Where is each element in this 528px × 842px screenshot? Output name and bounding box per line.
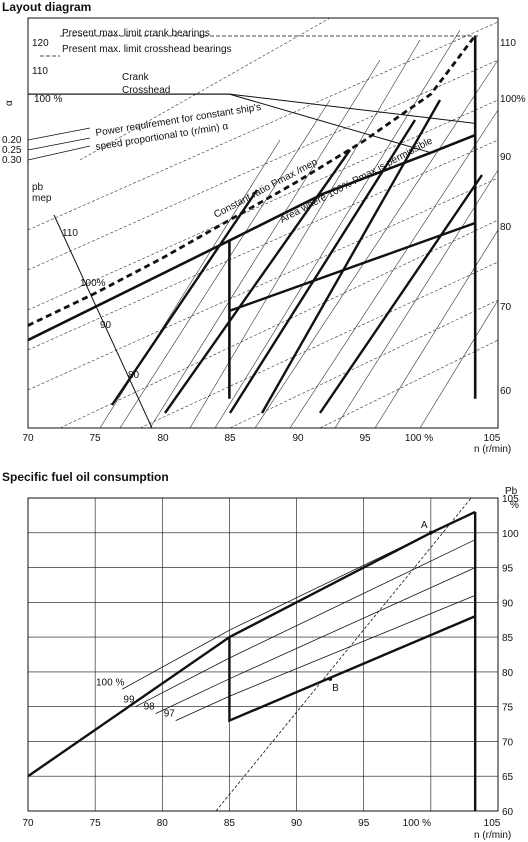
crank-label: Crank (122, 72, 150, 83)
sfoc-point-label: A (421, 520, 428, 531)
layout-x-tick: 80 (157, 433, 169, 444)
sfoc-plot-frame (27, 497, 499, 812)
sfoc-x-unit: n (r/min) (474, 830, 511, 841)
sfoc-x-tick: 105 (484, 818, 501, 829)
mep-label: mep (32, 193, 52, 204)
layout-mep-tick: 80 (128, 370, 140, 381)
sfoc-point (428, 530, 433, 535)
layout-x-tick: 105 (484, 433, 501, 444)
layout-right-tick: 80 (500, 222, 512, 233)
sfoc-series-line (135, 539, 476, 708)
layout-left-tick: 110 (32, 66, 48, 77)
layout-diagram: Present max. limit crank bearings Presen… (2, 17, 526, 455)
layout-x-tick: 95 (359, 433, 371, 444)
sfoc-series-line (121, 532, 432, 690)
layout-x-tick: 85 (224, 433, 236, 444)
alpha-tick-3 (27, 145, 91, 161)
sfoc-series-line (175, 595, 476, 721)
sfoc-y-tick: 80 (502, 668, 514, 679)
mep-scale-line (53, 214, 153, 429)
sfoc-x-tick: 95 (358, 818, 370, 829)
layout-right-ticks: 110 100% 90 80 70 60 (500, 38, 526, 397)
crosshead-bearing-limit-line (28, 93, 432, 154)
sfoc-point-label: B (332, 683, 339, 694)
layout-alpha-tick: 0.25 (2, 145, 22, 156)
alpha-tick-2 (27, 137, 91, 151)
sfoc-points: 100 % 99 98 97 A B (96, 520, 433, 720)
sfoc-series (28, 498, 477, 811)
sfoc-y-tick: 90 (502, 598, 514, 609)
sfoc-y-tick: 85 (502, 633, 514, 644)
layout-right-tick: 110 (500, 38, 516, 49)
sfoc-series-label: 98 (144, 702, 156, 713)
sfoc-x-tick: 100 % (403, 818, 431, 829)
sfoc-pb-label: Pb (505, 486, 518, 497)
layout-alpha-tick: 0.20 (2, 135, 22, 146)
layout-mep-tick: 110 (62, 228, 78, 239)
sfoc-point (328, 676, 333, 681)
layout-bold-lines (111, 99, 483, 414)
sfoc-dashed-line (215, 498, 472, 811)
sfoc-title: Specific fuel oil consumption (2, 470, 169, 484)
layout-x-unit: n (r/min) (474, 444, 511, 455)
crank-bearings-label: Present max. limit crank bearings (62, 28, 210, 39)
crosshead-bearings-label: Present max. limit crosshead bearings (62, 44, 232, 55)
sfoc-y-tick: 65 (502, 772, 514, 783)
layout-thin-lines (99, 29, 498, 428)
layout-plot-frame (27, 17, 499, 429)
sfoc-pct-label: % (510, 500, 519, 511)
layout-x-tick: 75 (89, 433, 101, 444)
layout-lower-boundary (228, 221, 476, 313)
pb-label: pb (32, 182, 44, 193)
constant-ratio-line (27, 133, 476, 342)
layout-x-tick: 100 % (405, 433, 433, 444)
left-100-label: 100 % (34, 94, 62, 105)
layout-title: Layout diagram (2, 0, 92, 14)
sfoc-y-tick: 70 (502, 737, 514, 748)
power-requirement-line (27, 34, 477, 327)
layout-x-ticks: 70 75 80 85 90 95 100 % 105 (22, 433, 500, 444)
layout-alpha-ticks: 0.200.250.30 (2, 135, 22, 166)
layout-mep-tick: 90 (100, 320, 112, 331)
alpha-ticks (27, 127, 91, 141)
layout-right-tick: 100% (500, 94, 526, 105)
layout-right-tick: 60 (500, 386, 512, 397)
sfoc-x-tick: 75 (90, 818, 102, 829)
sfoc-series-label: 100 % (96, 677, 124, 688)
alpha-label: α (4, 100, 15, 106)
sfoc-x-tick: 85 (224, 818, 236, 829)
sfoc-series-label: 99 (123, 695, 135, 706)
layout-left-tick: 120 (32, 38, 49, 49)
sfoc-series-line (155, 567, 476, 714)
sfoc-x-tick: 80 (157, 818, 169, 829)
layout-right-tick: 90 (500, 152, 512, 163)
crosshead-label: Crosshead (122, 85, 170, 96)
layout-left-ticks: 120 110 (32, 38, 49, 77)
sfoc-x-ticks: 70 75 80 85 90 95 100 % 105 (22, 818, 500, 829)
layout-dashed-lines (28, 18, 498, 428)
sfoc-y-tick: 60 (502, 807, 514, 818)
layout-alpha-tick: 0.30 (2, 155, 22, 166)
sfoc-x-tick: 70 (22, 818, 34, 829)
layout-right-tick: 70 (500, 302, 512, 313)
layout-mep-ticks: 110 100% 90 80 (62, 228, 140, 381)
sfoc-y-ticks: 105 100 95 90 85 80 75 70 65 60 (502, 494, 519, 818)
sfoc-area-lower (228, 615, 476, 723)
sfoc-x-tick: 90 (291, 818, 303, 829)
layout-x-tick: 90 (292, 433, 304, 444)
sfoc-y-tick: 95 (502, 564, 514, 575)
sfoc-y-tick: 100 (502, 529, 519, 540)
sfoc-series-label: 97 (164, 709, 176, 720)
layout-mep-tick: 100% (80, 278, 106, 289)
sfoc-area-upper (28, 510, 476, 778)
layout-x-tick: 70 (22, 433, 34, 444)
sfoc-y-tick: 75 (502, 703, 514, 714)
sfoc-grid (28, 498, 498, 811)
sfoc-y-tick: 105 (502, 494, 519, 505)
